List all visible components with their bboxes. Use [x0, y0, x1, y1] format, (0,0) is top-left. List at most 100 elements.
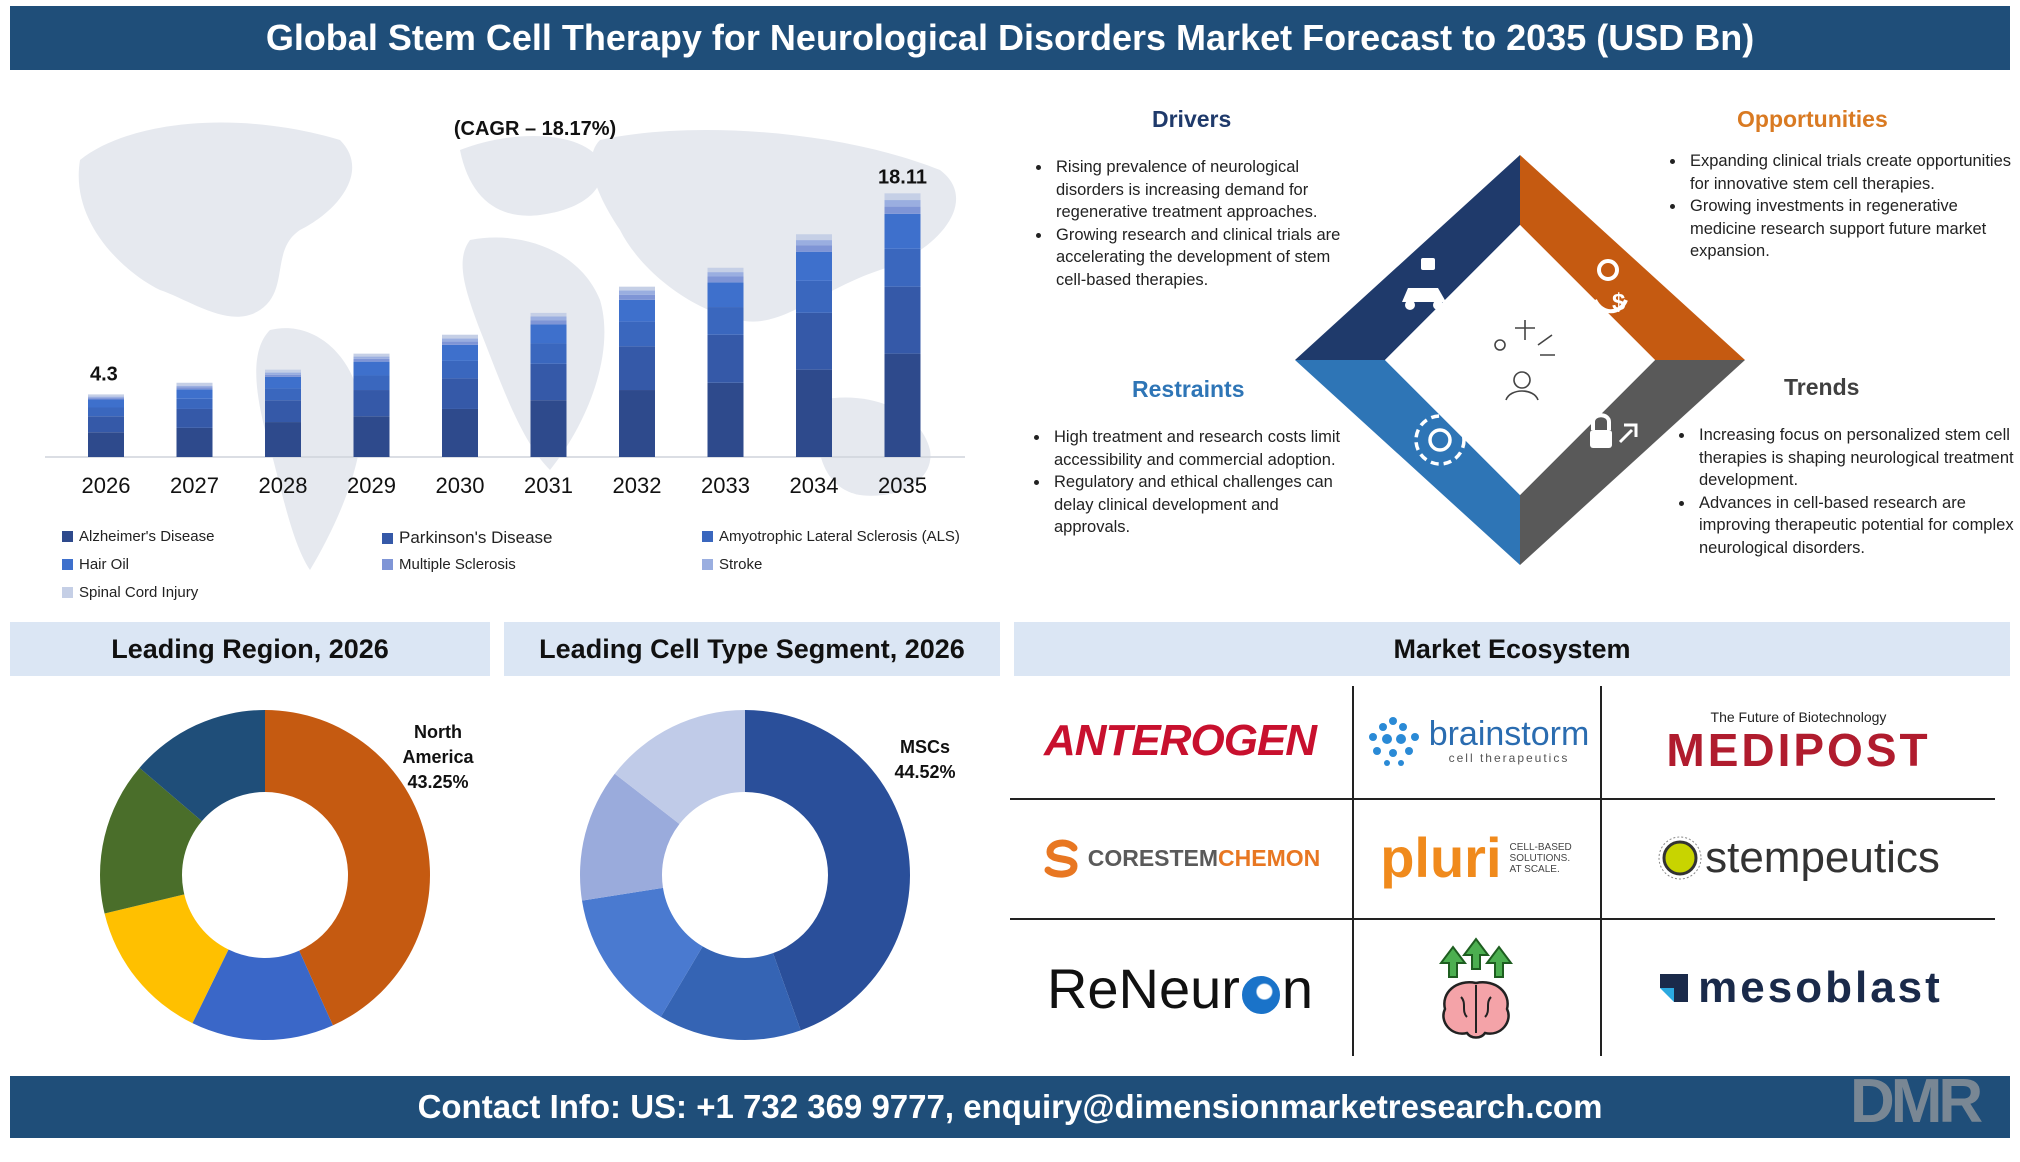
bar-segment-2030-s0	[442, 408, 478, 457]
page-title-banner: Global Stem Cell Therapy for Neurologica…	[10, 6, 2010, 70]
bar-segment-2029-s1	[353, 390, 390, 417]
bar-segment-2031-s0	[530, 400, 567, 457]
car-icon	[1402, 258, 1446, 310]
legend-label: Alzheimer's Disease	[79, 528, 215, 545]
legend-item-multiple-sclerosis: Multiple Sclerosis	[382, 556, 516, 573]
bar-segment-2034-s4	[796, 245, 832, 252]
logo-reneuron: ReNeur n	[1010, 920, 1350, 1056]
bar-segment-2031-s5	[530, 316, 567, 321]
section-title-region: Leading Region, 2026	[10, 622, 490, 676]
bar-segment-2026-s3	[88, 399, 124, 408]
bar-segment-2031-s4	[530, 320, 567, 325]
bar-segment-2026-s5	[88, 396, 124, 399]
x-tick-label-2032: 2032	[613, 473, 662, 498]
bar-segment-2028-s6	[265, 369, 301, 373]
trends-list: Increasing focus on personalized stem ce…	[1667, 424, 2020, 559]
data-label-last: 18.11	[878, 166, 927, 188]
bar-segment-2031-s2	[530, 343, 567, 364]
region-slice-2	[104, 894, 229, 1024]
bar-segment-2033-s2	[707, 307, 744, 335]
corestem-s-icon	[1044, 839, 1078, 878]
diamond-quadrant-drivers	[1295, 155, 1520, 360]
legend-label: Amyotrophic Lateral Sclerosis (ALS)	[719, 528, 960, 545]
bar-segment-2032-s2	[619, 321, 655, 347]
data-label-first: 4.3	[90, 363, 118, 385]
restraints-title: Restraints	[1132, 376, 1245, 402]
grid-divider	[1010, 918, 1995, 920]
bar-segment-2029-s4	[353, 358, 390, 362]
logo-pluri: pluri CELL-BASED SOLUTIONS. AT SCALE.	[1354, 800, 1598, 916]
grid-divider	[1352, 686, 1354, 1056]
x-tick-label-2028: 2028	[259, 473, 308, 498]
legend-item-als: Amyotrophic Lateral Sclerosis (ALS)	[702, 528, 960, 545]
bar-segment-2027-s3	[176, 389, 213, 399]
legend-swatch	[382, 532, 393, 544]
bar-segment-2035-s3	[884, 213, 921, 249]
drivers-item: Rising prevalence of neurological disord…	[1052, 156, 1352, 224]
gear-icon	[1414, 414, 1466, 466]
dmr-logo-watermark: DMR	[1850, 1067, 1983, 1136]
bar-segment-2031-s3	[530, 324, 567, 344]
section-title-cell-type: Leading Cell Type Segment, 2026	[504, 622, 1000, 676]
svg-text:$: $	[1612, 289, 1626, 316]
cell-type-slice-2	[581, 887, 703, 1017]
grid-divider	[1600, 686, 1602, 1056]
lightbulb-cycle-icon: $	[1593, 259, 1628, 316]
cell-type-label: MSCs	[899, 737, 950, 757]
brainstorm-tagline: cell therapeutics	[1448, 751, 1570, 765]
legend-item-stroke: Stroke	[702, 556, 762, 573]
bar-segment-2028-s2	[265, 388, 301, 401]
corestem-wordmark: CORESTEM	[1087, 844, 1219, 871]
bar-segment-2034-s2	[796, 280, 832, 313]
bar-segment-2035-s4	[884, 206, 921, 214]
legend-label: Multiple Sclerosis	[399, 556, 516, 573]
opportunities-list: Expanding clinical trials create opportu…	[1658, 150, 2016, 263]
opportunities-item: Growing investments in regenerative medi…	[1686, 195, 2016, 263]
legend-swatch	[702, 531, 713, 542]
legend-item-parkinsons: Parkinson's Disease	[382, 528, 552, 548]
bar-segment-2035-s1	[884, 286, 921, 354]
brain-growth-icon	[1354, 920, 1598, 1056]
cell-type-pie-label: MSCs 44.52%	[875, 735, 975, 785]
brain-icon	[1439, 937, 1513, 1039]
bar-segment-2031-s1	[530, 363, 567, 401]
bar-segment-2027-s1	[176, 408, 213, 428]
medipost-tagline: The Future of Biotechnology	[1710, 709, 1887, 725]
bar-segment-2027-s4	[176, 387, 213, 390]
logo-stempeutics: stempeutics	[1602, 800, 1995, 916]
cell-type-slice-3	[580, 773, 680, 901]
logo-corestemchemon: CORESTEM CHEMON	[1010, 800, 1350, 916]
bar-segment-2030-s1	[442, 378, 478, 409]
bar-segment-2028-s1	[265, 400, 301, 423]
bar-segment-2032-s5	[619, 290, 655, 295]
cell-type-slice-0	[745, 710, 910, 1031]
pluri-tagline-3: AT SCALE.	[1509, 863, 1560, 875]
legend-item-hair-oil: Hair Oil	[62, 556, 129, 573]
logo-mesoblast: mesoblast	[1602, 920, 1995, 1056]
x-tick-label-2027: 2027	[170, 473, 219, 498]
legend-swatch	[62, 559, 73, 570]
chemon-wordmark: CHEMON	[1218, 844, 1321, 871]
bar-segment-2032-s3	[619, 299, 655, 322]
trends-item: Increasing focus on personalized stem ce…	[1695, 424, 2020, 492]
region-pie-label: North America 43.25%	[388, 720, 488, 795]
bar-segment-2033-s3	[707, 282, 744, 308]
bar-segment-2030-s3	[442, 344, 478, 361]
legend-swatch	[62, 531, 73, 542]
region-value: 43.25%	[407, 772, 469, 792]
bar-segment-2033-s1	[707, 334, 744, 383]
region-donut-chart	[100, 710, 430, 1040]
pluri-tagline-1: CELL-BASED	[1509, 841, 1572, 853]
x-tick-label-2033: 2033	[701, 473, 750, 498]
bar-segment-2029-s0	[353, 416, 390, 457]
legend-item-spinal-cord-injury: Spinal Cord Injury	[62, 584, 198, 601]
legend-label: Stroke	[719, 556, 763, 573]
brainstorm-dots-icon	[1368, 717, 1419, 766]
factors-diamond: $	[1295, 155, 1745, 565]
stempeutics-wordmark: stempeutics	[1705, 833, 1940, 882]
bar-segment-2029-s6	[353, 353, 390, 357]
cell-type-slice-1	[660, 946, 801, 1040]
region-slice-0	[265, 710, 430, 1026]
brainstorm-wordmark: brainstorm	[1428, 715, 1590, 753]
cagr-label: (CAGR – 18.17%)	[454, 118, 616, 140]
